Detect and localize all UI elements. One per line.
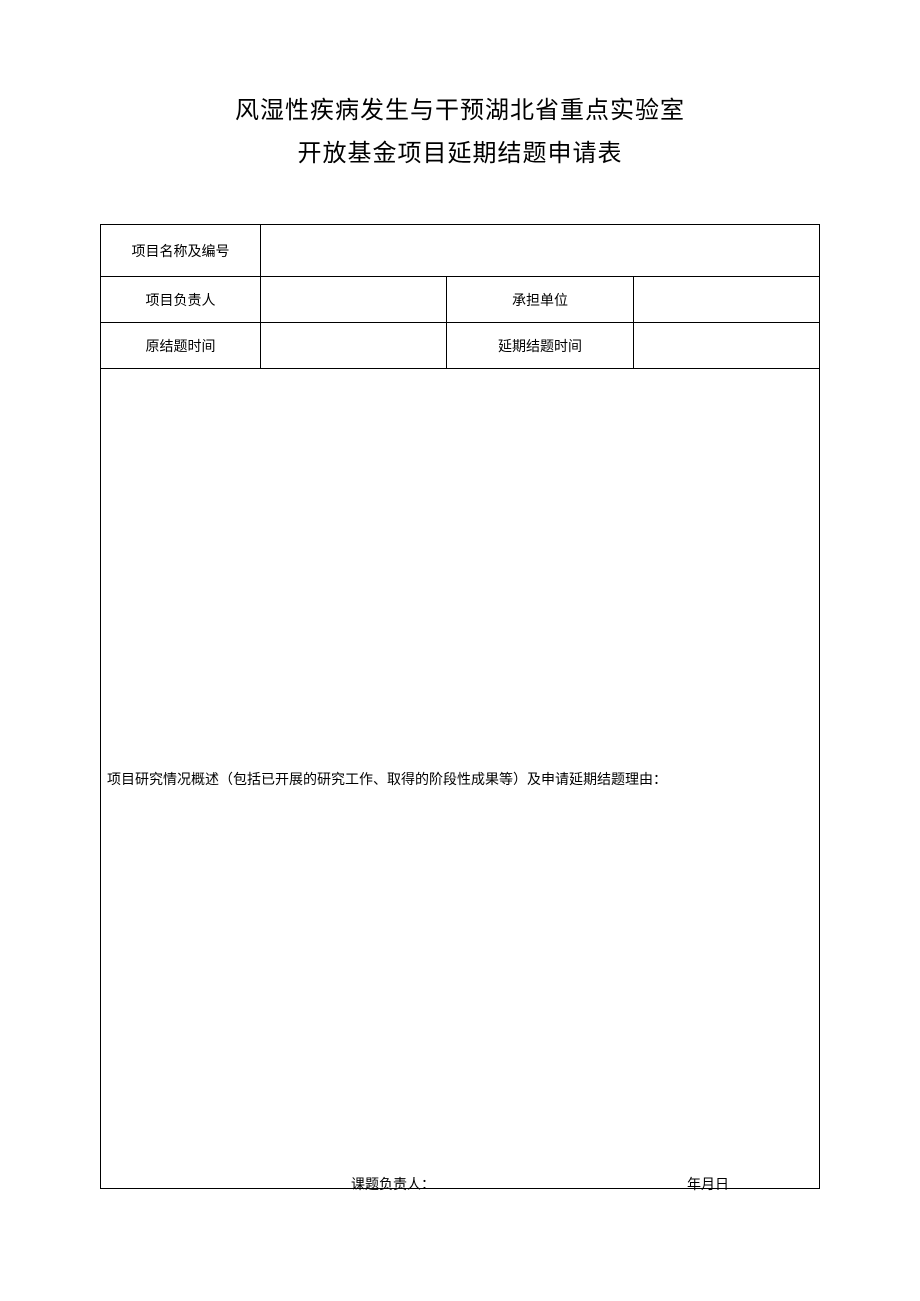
table-row: 项目负责人 承担单位 [101, 277, 820, 323]
table-row: 原结题时间 延期结题时间 [101, 323, 820, 369]
original-completion-label: 原结题时间 [101, 323, 261, 369]
description-header: 项目研究情况概述（包括已开展的研究工作、取得的阶段性成果等）及申请延期结题理由： [107, 769, 813, 789]
project-name-label: 项目名称及编号 [101, 225, 261, 277]
table-row: 项目研究情况概述（包括已开展的研究工作、取得的阶段性成果等）及申请延期结题理由：… [101, 369, 820, 1189]
title-block: 风湿性疾病发生与干预湖北省重点实验室 开放基金项目延期结题申请表 [100, 90, 820, 176]
signature-date: 年月日 [687, 1174, 729, 1194]
table-row: 项目名称及编号 [101, 225, 820, 277]
title-line-1: 风湿性疾病发生与干预湖北省重点实验室 [100, 90, 820, 133]
extended-completion-label: 延期结题时间 [447, 323, 633, 369]
project-leader-value [261, 277, 447, 323]
original-completion-value [261, 323, 447, 369]
description-cell: 项目研究情况概述（包括已开展的研究工作、取得的阶段性成果等）及申请延期结题理由：… [101, 369, 820, 1189]
undertaking-unit-value [633, 277, 819, 323]
project-leader-label: 项目负责人 [101, 277, 261, 323]
application-form-table: 项目名称及编号 项目负责人 承担单位 原结题时间 延期结题时间 项目研究情况概述… [100, 224, 820, 1189]
project-name-value [261, 225, 820, 277]
title-line-2: 开放基金项目延期结题申请表 [100, 133, 820, 176]
extended-completion-value [633, 323, 819, 369]
undertaking-unit-label: 承担单位 [447, 277, 633, 323]
signature-label: 课题负责人： [351, 1174, 435, 1194]
page-container: 风湿性疾病发生与干预湖北省重点实验室 开放基金项目延期结题申请表 项目名称及编号… [0, 0, 920, 1249]
